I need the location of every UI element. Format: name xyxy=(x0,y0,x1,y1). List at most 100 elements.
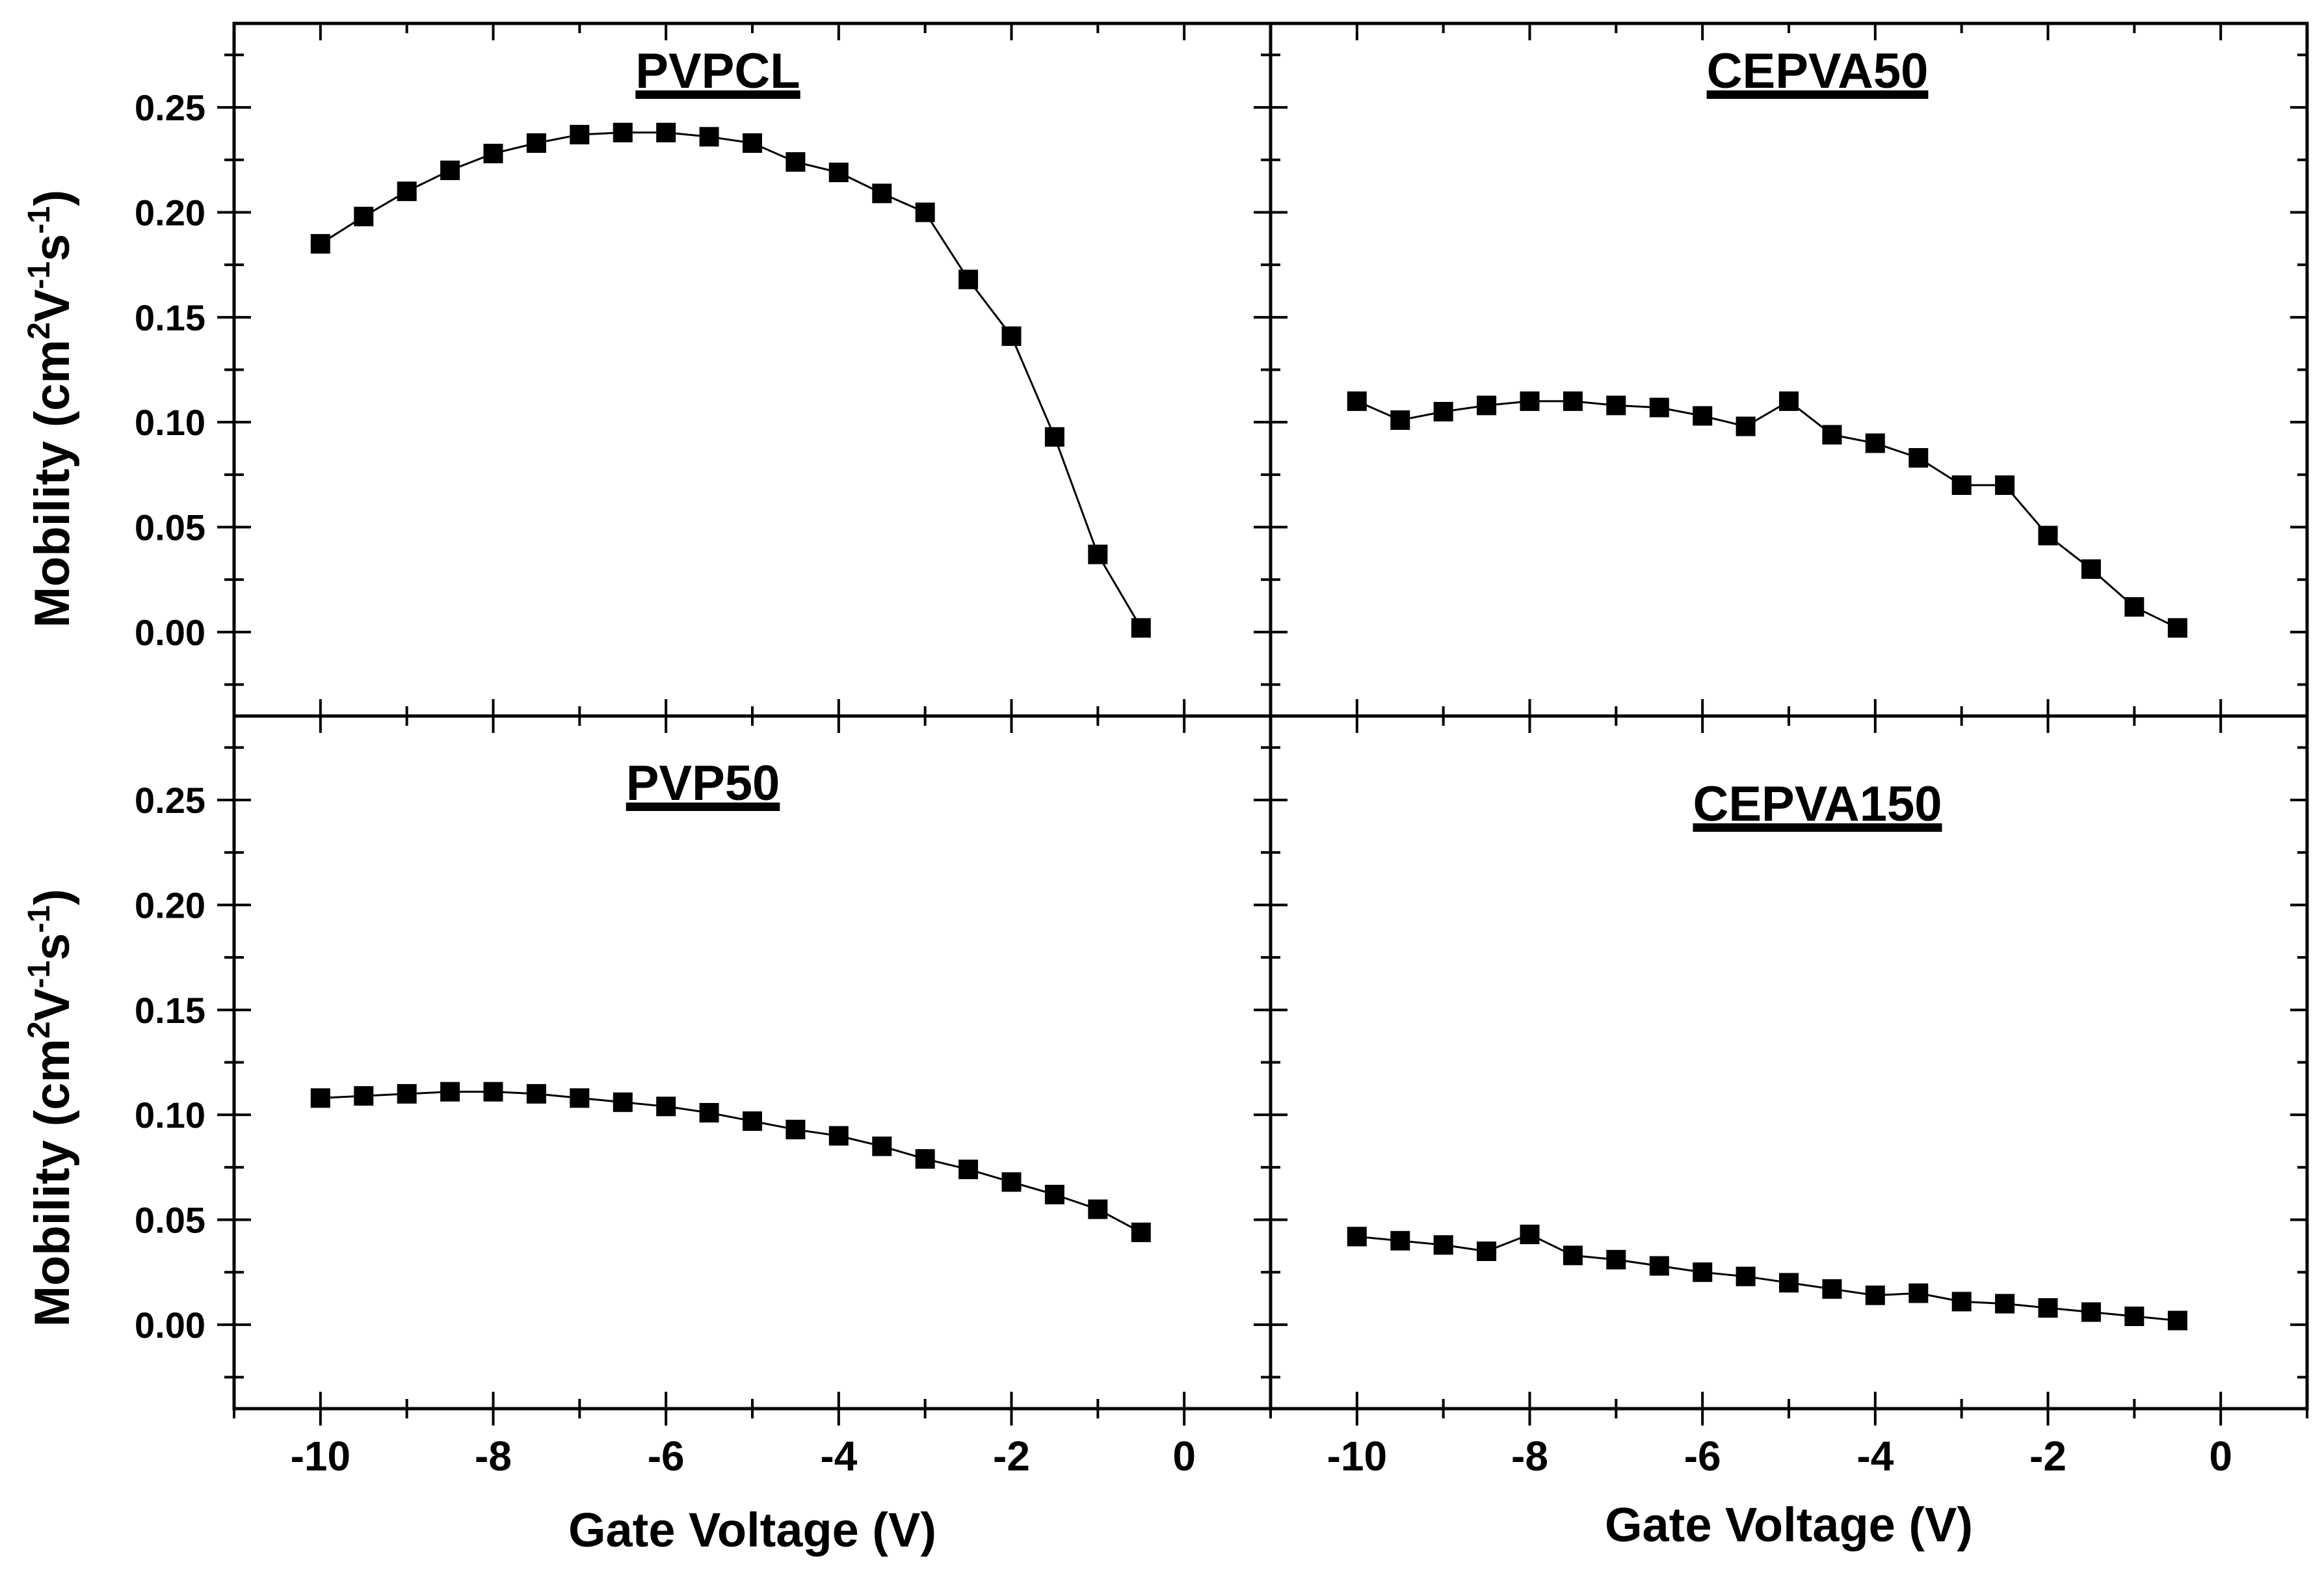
data-point xyxy=(2124,1307,2145,1326)
data-point xyxy=(570,125,590,144)
data-point xyxy=(1779,1273,1799,1293)
data-point xyxy=(1477,395,1497,416)
x-tick-label: -6 xyxy=(1684,1433,1721,1480)
data-point xyxy=(1520,1225,1540,1245)
x-tick-label: -8 xyxy=(475,1433,512,1480)
panel-title-pvpcl: PVPCL xyxy=(635,44,800,99)
data-point xyxy=(1044,427,1064,447)
data-point xyxy=(1131,618,1151,638)
data-point xyxy=(1693,1262,1713,1282)
y-axis-label: Mobility (cm2V-1s-1) xyxy=(22,190,80,628)
data-point xyxy=(1736,416,1756,436)
y-tick-label: 0.25 xyxy=(135,87,205,128)
data-point xyxy=(440,160,460,180)
data-point xyxy=(786,152,806,172)
data-point xyxy=(397,181,417,202)
data-point xyxy=(699,127,719,147)
x-tick-label: -4 xyxy=(1856,1433,1894,1480)
y-axis-label-part: ) xyxy=(25,889,80,905)
data-point xyxy=(310,233,330,254)
data-point xyxy=(1865,1285,1885,1305)
y-tick-label: 0.25 xyxy=(135,780,205,821)
data-point xyxy=(354,206,374,226)
data-point xyxy=(1951,1292,1972,1312)
y-tick-label: 0.10 xyxy=(135,1095,205,1136)
data-point xyxy=(2167,1310,2187,1331)
y-axis-label-part: Mobility (cm xyxy=(25,339,80,628)
data-point xyxy=(656,122,676,142)
data-point xyxy=(2124,597,2145,617)
panel-title-cepva150: CEPVA150 xyxy=(1693,777,1942,832)
data-point xyxy=(1649,397,1669,418)
data-point xyxy=(2081,1302,2101,1322)
x-tick-label: -10 xyxy=(1327,1433,1388,1480)
y-axis-label-part: s xyxy=(25,234,80,261)
y-tick-label: 0.20 xyxy=(135,192,205,233)
data-point xyxy=(1563,391,1583,411)
data-point xyxy=(743,133,762,153)
panel-title-pvp50: PVP50 xyxy=(626,756,780,811)
y-tick-label: 0.00 xyxy=(135,612,205,653)
data-point xyxy=(1088,544,1108,565)
y-tick-label: 0.05 xyxy=(135,1200,205,1241)
data-point xyxy=(1001,1172,1022,1192)
data-point xyxy=(1908,1283,1929,1303)
data-point xyxy=(828,163,849,183)
data-point xyxy=(2038,525,2058,546)
data-point xyxy=(1477,1242,1497,1261)
data-point xyxy=(1044,1184,1064,1204)
data-point xyxy=(613,122,633,142)
data-point xyxy=(397,1083,417,1104)
x-tick-label: -6 xyxy=(648,1433,685,1480)
y-axis-label-superscript: -1 xyxy=(22,905,57,933)
data-point xyxy=(915,202,935,222)
data-point xyxy=(483,144,503,164)
data-point xyxy=(958,1160,979,1180)
data-point xyxy=(1606,1249,1626,1269)
data-point xyxy=(526,1083,546,1104)
data-point xyxy=(828,1126,849,1146)
data-point xyxy=(1347,391,1367,411)
data-point xyxy=(570,1088,590,1108)
data-point xyxy=(1433,1235,1453,1255)
y-axis-label-part: V xyxy=(25,988,80,1021)
y-axis-label-superscript: -1 xyxy=(22,261,57,289)
x-tick-label: -2 xyxy=(2029,1433,2067,1480)
data-point xyxy=(2081,559,2101,579)
data-point xyxy=(1822,425,1842,445)
x-tick-label: 0 xyxy=(2209,1433,2232,1480)
data-point xyxy=(1693,406,1713,426)
data-point xyxy=(786,1119,806,1139)
data-point xyxy=(1520,391,1540,411)
data-point xyxy=(440,1082,460,1102)
data-point xyxy=(1736,1266,1756,1286)
data-point xyxy=(526,133,546,153)
data-point xyxy=(1390,1230,1410,1251)
data-point xyxy=(1995,475,2015,495)
data-point xyxy=(1779,391,1799,411)
y-axis-label-part: ) xyxy=(25,190,80,206)
data-point xyxy=(1001,326,1022,346)
y-axis-label-part: V xyxy=(25,289,80,322)
data-point xyxy=(1606,395,1626,416)
y-tick-label: 0.15 xyxy=(135,990,205,1031)
x-tick-label: 0 xyxy=(1172,1433,1196,1480)
y-axis-label-part: Mobility (cm xyxy=(25,1039,80,1327)
panel-title-cepva50: CEPVA50 xyxy=(1707,44,1929,99)
data-point xyxy=(1563,1245,1583,1266)
data-point xyxy=(1347,1227,1367,1247)
plot-layer: 0.00 0.05 0.10 0.15 0.20 0.25 0.00 0.05 0.10 0.15… xyxy=(22,21,2309,1557)
data-point xyxy=(915,1149,935,1169)
x-axis-label: Gate Voltage (V) xyxy=(568,1503,936,1557)
x-tick-label: -10 xyxy=(291,1433,351,1480)
data-point xyxy=(1390,410,1410,430)
data-point xyxy=(1131,1222,1151,1242)
data-point xyxy=(699,1103,719,1123)
x-axis-label: Gate Voltage (V) xyxy=(1605,1498,1973,1552)
y-axis-label: Mobility (cm2V-1s-1) xyxy=(22,889,80,1327)
y-tick-label: 0.10 xyxy=(135,402,205,443)
y-axis-label-superscript: 2 xyxy=(22,322,57,339)
data-point xyxy=(1433,402,1453,421)
data-point xyxy=(1649,1256,1669,1276)
